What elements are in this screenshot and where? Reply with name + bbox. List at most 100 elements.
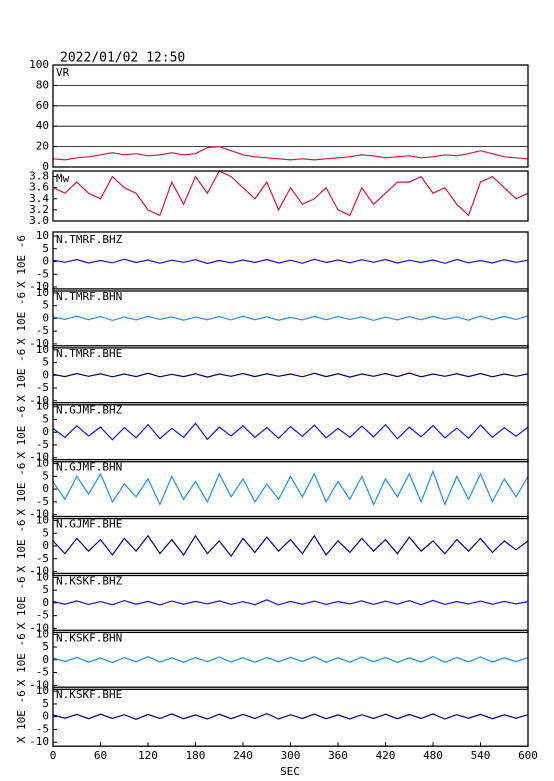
- trace-line: [52, 422, 529, 441]
- y-axis-label: X 10E -6: [15, 633, 28, 686]
- y-tick-label: -10: [29, 621, 49, 634]
- y-tick-label: -5: [36, 495, 49, 508]
- y-axis-label: X 10E -6: [15, 463, 28, 516]
- y-axis-label: X 10E -6: [15, 576, 28, 629]
- y-tick-label: 5: [42, 526, 49, 539]
- panel-frame: [52, 629, 529, 690]
- panel-label: N.GJMF.BHZ: [56, 404, 123, 417]
- y-tick-label: 5: [42, 356, 49, 369]
- y-tick-label: 10: [36, 457, 49, 470]
- y-tick-label: -10: [29, 735, 49, 748]
- trace-line: [52, 599, 529, 606]
- y-tick-label: 10: [36, 684, 49, 697]
- y-tick-label: 0: [42, 710, 49, 723]
- trace-line: [52, 145, 529, 161]
- panel-label: N.TMRF.BHZ: [56, 233, 123, 246]
- y-tick-label: 5: [42, 299, 49, 312]
- trace-line: [52, 170, 529, 217]
- panel-label: N.TMRF.BHN: [56, 290, 122, 303]
- y-tick-label: 5: [42, 242, 49, 255]
- trace-line: [52, 534, 529, 558]
- y-tick-label: 0: [42, 368, 49, 381]
- y-tick-label: -5: [36, 722, 49, 735]
- y-tick-label: 5: [42, 469, 49, 482]
- y-tick-label: -5: [36, 552, 49, 565]
- y-axis-label: X 10E -6: [15, 235, 28, 288]
- y-tick-label: 0: [42, 653, 49, 666]
- x-tick-label: 300: [281, 749, 301, 762]
- trace-line: [52, 469, 529, 507]
- y-tick-label: -5: [36, 438, 49, 451]
- y-axis-label: X 10E -6: [15, 292, 28, 345]
- y-tick-label: 3.6: [29, 181, 49, 194]
- panel-frame: [52, 170, 529, 222]
- y-tick-label: -10: [29, 394, 49, 407]
- x-tick-label: 240: [233, 749, 253, 762]
- y-axis-label: X 10E -6: [15, 406, 28, 459]
- y-tick-label: -5: [36, 267, 49, 280]
- y-tick-label: 10: [36, 627, 49, 640]
- panel-label: N.KSKF.BHE: [56, 688, 122, 701]
- y-tick-label: -10: [29, 337, 49, 350]
- y-tick-label: 3.4: [29, 192, 49, 205]
- x-tick-label: 120: [138, 749, 158, 762]
- trace-line: [52, 655, 529, 664]
- y-axis-label: X 10E -6: [15, 690, 28, 743]
- y-tick-label: -10: [29, 678, 49, 691]
- panel-label: N.GJMF.BHE: [56, 518, 122, 531]
- y-tick-label: -10: [29, 508, 49, 521]
- y-tick-label: -10: [29, 451, 49, 464]
- trace-line: [52, 712, 529, 720]
- panel-label: N.KSKF.BHN: [56, 631, 122, 644]
- y-tick-label: 0: [42, 311, 49, 324]
- panel-frame: [52, 288, 529, 349]
- y-tick-label: 0: [42, 425, 49, 438]
- panel-frame: [52, 402, 529, 463]
- x-axis-label: SEC: [280, 765, 300, 778]
- y-tick-label: 3.8: [29, 170, 49, 183]
- y-tick-label: 3.0: [29, 214, 49, 227]
- x-tick-label: 600: [518, 749, 538, 762]
- panel-frame: [52, 345, 529, 406]
- y-tick-label: 5: [42, 583, 49, 596]
- panel-frame: [52, 231, 529, 292]
- x-tick-label: 480: [423, 749, 443, 762]
- y-tick-label: 20: [36, 140, 49, 153]
- y-tick-label: 10: [36, 570, 49, 583]
- y-tick-label: 10: [36, 229, 49, 242]
- y-tick-label: -5: [36, 666, 49, 679]
- y-tick-label: 60: [36, 99, 49, 112]
- y-tick-label: 5: [42, 640, 49, 653]
- y-tick-label: 3.2: [29, 203, 49, 216]
- panel-frame: [52, 572, 529, 634]
- panel-label: N.GJMF.BHN: [56, 461, 122, 474]
- y-axis-label: X 10E -6: [15, 520, 28, 573]
- y-tick-label: 10: [36, 400, 49, 413]
- y-tick-label: -5: [36, 609, 49, 622]
- panel-label: N.TMRF.BHE: [56, 347, 122, 360]
- x-tick-label: 540: [471, 749, 491, 762]
- panel-label: VR: [56, 66, 70, 79]
- panel-label: Mw: [56, 172, 70, 185]
- y-tick-label: 0: [42, 255, 49, 268]
- panel-frame: [52, 64, 529, 168]
- panel-frame: [52, 686, 529, 747]
- y-tick-label: 0: [42, 596, 49, 609]
- trace-line: [52, 372, 529, 378]
- y-tick-label: -5: [36, 324, 49, 337]
- y-tick-label: 80: [36, 78, 49, 91]
- panel-frame: [52, 515, 529, 577]
- y-tick-label: 0: [42, 482, 49, 495]
- trace-line: [52, 258, 529, 265]
- y-tick-label: 0: [42, 160, 49, 173]
- y-tick-label: 0: [42, 539, 49, 552]
- trace-line: [52, 315, 529, 322]
- y-tick-label: 10: [36, 514, 49, 527]
- panel-label: N.KSKF.BHZ: [56, 574, 123, 587]
- x-tick-label: 360: [328, 749, 348, 762]
- y-tick-label: 100: [29, 58, 49, 71]
- y-tick-label: 10: [36, 286, 49, 299]
- panel-frame: [52, 458, 529, 520]
- x-tick-label: 0: [50, 749, 57, 762]
